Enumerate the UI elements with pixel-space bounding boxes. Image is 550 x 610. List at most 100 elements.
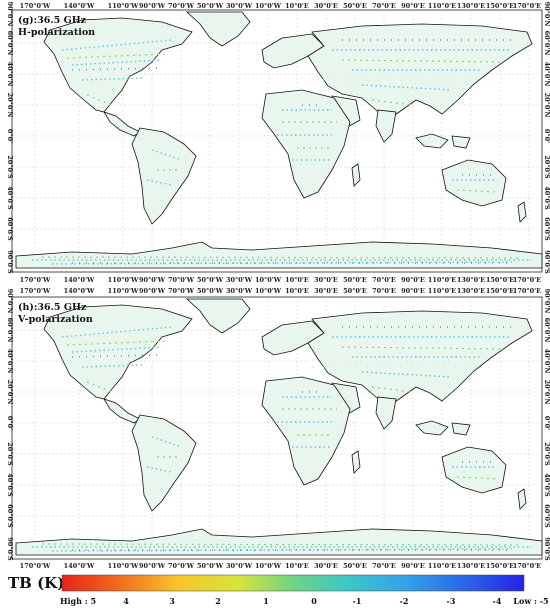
lat-label: 40°0'N bbox=[6, 349, 14, 374]
lon-label: 170°0'E bbox=[513, 562, 541, 570]
lat-label: 40°0'S bbox=[6, 186, 14, 210]
lon-label: 50°0'E bbox=[343, 276, 367, 284]
lat-label: 0°0' bbox=[6, 129, 14, 143]
lon-label: 140°0'W bbox=[64, 562, 95, 570]
lon-label: 170°0'W bbox=[20, 287, 51, 295]
lon-label: 10°0'E bbox=[285, 562, 309, 570]
lat-label: 20°0'N bbox=[543, 380, 550, 405]
lon-label: 30°0'W bbox=[226, 562, 253, 570]
lon-label: 70°0'E bbox=[372, 562, 396, 570]
lon-label: 70°0'W bbox=[168, 2, 195, 10]
lon-label: 130°0'E bbox=[457, 276, 485, 284]
lon-label: 70°0'E bbox=[372, 287, 396, 295]
lon-label: 170°0'W bbox=[20, 562, 51, 570]
lat-label: 0°0' bbox=[543, 416, 550, 430]
lat-labels-right-2: 90°0'N 60°0'N 40°0'N 20°0'N 0°0' 20°0'S … bbox=[543, 289, 550, 561]
lat-labels-left-2: 90°0'N 60°0'N 40°0'N 20°0'N 0°0' 20°0'S … bbox=[6, 289, 14, 561]
lat-label: 60°0'S bbox=[543, 217, 550, 241]
lat-label: 20°0'S bbox=[543, 442, 550, 466]
lon-label: 30°0'E bbox=[314, 287, 338, 295]
lon-label: 30°0'W bbox=[226, 2, 253, 10]
lon-label: 10°0'E bbox=[285, 2, 309, 10]
lon-label: 10°0'E bbox=[285, 276, 309, 284]
colorbar-legend: TB (K) High : 5 4 3 2 1 0 -1 -2 -3 -4 Lo… bbox=[8, 574, 549, 606]
lon-label: 90°0'W bbox=[139, 287, 166, 295]
lon-label: 150°0'E bbox=[486, 276, 514, 284]
lat-label: 40°0'S bbox=[6, 473, 14, 497]
lat-label: 20°0'N bbox=[543, 93, 550, 118]
lon-label: 110°0'E bbox=[428, 2, 456, 10]
lon-label: 50°0'W bbox=[197, 287, 224, 295]
lon-label: 110°0'W bbox=[108, 562, 139, 570]
lon-label: 140°0'W bbox=[64, 287, 95, 295]
colorbar-ramp bbox=[61, 574, 525, 592]
lat-label: 60°0'S bbox=[6, 504, 14, 528]
lon-label: 130°0'E bbox=[457, 287, 485, 295]
lon-labels-top-1: 170°0'W 140°0'W 110°0'W 90°0'W 70°0'W 50… bbox=[20, 2, 542, 10]
lat-label: 60°0'S bbox=[543, 504, 550, 528]
colorbar-label: 3 bbox=[169, 596, 175, 606]
panel-title-line2: V-polarization bbox=[17, 314, 93, 325]
lon-label: 90°0'E bbox=[401, 287, 425, 295]
lon-label: 170°0'W bbox=[20, 2, 51, 10]
lon-label: 10°0'W bbox=[255, 2, 282, 10]
lat-label: 60°0'N bbox=[6, 318, 14, 343]
colorbar-label: 2 bbox=[215, 596, 221, 606]
lat-labels-right-1: 90°0'N 60°0'N 40°0'N 20°0'N 0°0' 20°0'S … bbox=[543, 2, 550, 274]
lat-label: 90°0'S bbox=[543, 537, 550, 561]
lat-label: 60°0'N bbox=[543, 318, 550, 343]
lat-label: 20°0'S bbox=[6, 155, 14, 179]
lat-label: 20°0'N bbox=[6, 380, 14, 405]
lat-label: 90°0'N bbox=[6, 289, 14, 314]
map-panel-v: (h):36.5 GHz V-polarization bbox=[11, 296, 543, 560]
lon-label: 130°0'E bbox=[457, 562, 485, 570]
lon-label: 30°0'W bbox=[226, 276, 253, 284]
lon-label: 170°0'E bbox=[513, 287, 541, 295]
lon-label: 30°0'E bbox=[314, 562, 338, 570]
panel-title-line1: (g):36.5 GHz bbox=[18, 15, 87, 26]
lat-label: 60°0'N bbox=[543, 31, 550, 56]
lon-label: 70°0'E bbox=[372, 2, 396, 10]
lon-label: 70°0'W bbox=[168, 562, 195, 570]
colorbar-label: -2 bbox=[400, 596, 409, 606]
lat-label: 90°0'S bbox=[543, 250, 550, 274]
lon-label: 30°0'E bbox=[314, 2, 338, 10]
lon-label: 170°0'W bbox=[20, 276, 51, 284]
colorbar-label: -1 bbox=[353, 596, 362, 606]
lon-label: 50°0'E bbox=[343, 2, 367, 10]
lat-label: 90°0'N bbox=[543, 289, 550, 314]
colorbar-title: TB (K) bbox=[8, 574, 64, 592]
lon-label: 10°0'W bbox=[255, 276, 282, 284]
lon-label: 110°0'E bbox=[428, 562, 456, 570]
lon-label: 170°0'E bbox=[513, 276, 541, 284]
lon-label: 150°0'E bbox=[486, 2, 514, 10]
lon-label: 140°0'W bbox=[64, 2, 95, 10]
lon-label: 140°0'W bbox=[64, 276, 95, 284]
lat-label: 0°0' bbox=[6, 416, 14, 430]
lat-label: 60°0'S bbox=[6, 217, 14, 241]
lon-label: 90°0'E bbox=[401, 562, 425, 570]
lat-label: 20°0'S bbox=[6, 442, 14, 466]
lat-label: 90°0'N bbox=[6, 2, 14, 27]
lon-label: 10°0'W bbox=[255, 562, 282, 570]
lon-label: 110°0'E bbox=[428, 276, 456, 284]
lat-label: 20°0'N bbox=[6, 93, 14, 118]
lat-label: 90°0'N bbox=[543, 2, 550, 27]
lat-labels-left-1: 90°0'N 60°0'N 40°0'N 20°0'N 0°0' 20°0'S … bbox=[6, 2, 14, 274]
lon-label: 30°0'E bbox=[314, 276, 338, 284]
lon-label: 50°0'W bbox=[197, 276, 224, 284]
lon-label: 70°0'E bbox=[372, 276, 396, 284]
lon-label: 10°0'W bbox=[255, 287, 282, 295]
lat-label: 20°0'S bbox=[543, 155, 550, 179]
lat-label: 90°0'S bbox=[6, 537, 14, 561]
colorbar-label: Low : -5 bbox=[513, 596, 548, 606]
lat-label: 40°0'N bbox=[543, 62, 550, 87]
panel-title-line1: (h):36.5 GHz bbox=[18, 302, 87, 313]
lon-label: 110°0'W bbox=[108, 276, 139, 284]
colorbar-label: -3 bbox=[447, 596, 456, 606]
lon-label: 70°0'W bbox=[168, 287, 195, 295]
lon-label: 10°0'E bbox=[285, 287, 309, 295]
map-panel-h: (g):36.5 GHz H-polarization bbox=[11, 9, 543, 273]
colorbar-label: -4 bbox=[493, 596, 502, 606]
